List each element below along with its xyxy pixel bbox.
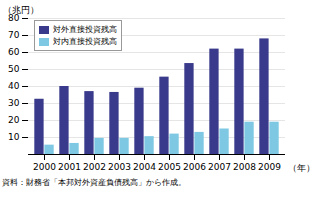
svg-text:2001: 2001 [58,162,81,172]
svg-text:2009: 2009 [258,162,281,172]
svg-text:2004: 2004 [133,162,156,172]
svg-text:20: 20 [8,115,20,125]
svg-text:2005: 2005 [158,162,181,172]
svg-text:80: 80 [8,13,20,24]
svg-text:2007: 2007 [208,162,231,172]
svg-text:2002: 2002 [83,162,106,172]
svg-text:2000: 2000 [33,162,56,172]
svg-text:40: 40 [8,81,20,91]
svg-text:30: 30 [8,98,20,108]
svg-text:（兆円）: （兆円） [3,5,39,15]
svg-text:10: 10 [8,132,20,142]
svg-text:2008: 2008 [233,162,256,172]
svg-text:2006: 2006 [183,162,206,172]
html-text:対内直接投資残高: 対内直接投資残高 [53,37,117,46]
svg-text:2003: 2003 [108,162,131,172]
html-text:対外直接投資残高: 対外直接投資残高 [53,25,117,34]
html-text:資料：財務省「本邦対外資産負債残高」から作成。: 資料：財務省「本邦対外資産負債残高」から作成。 [2,178,186,187]
svg-text:50: 50 [8,64,20,74]
svg-text:70: 70 [8,30,20,40]
svg-text:60: 60 [8,47,20,57]
svg-text:（年）: （年） [288,163,315,173]
